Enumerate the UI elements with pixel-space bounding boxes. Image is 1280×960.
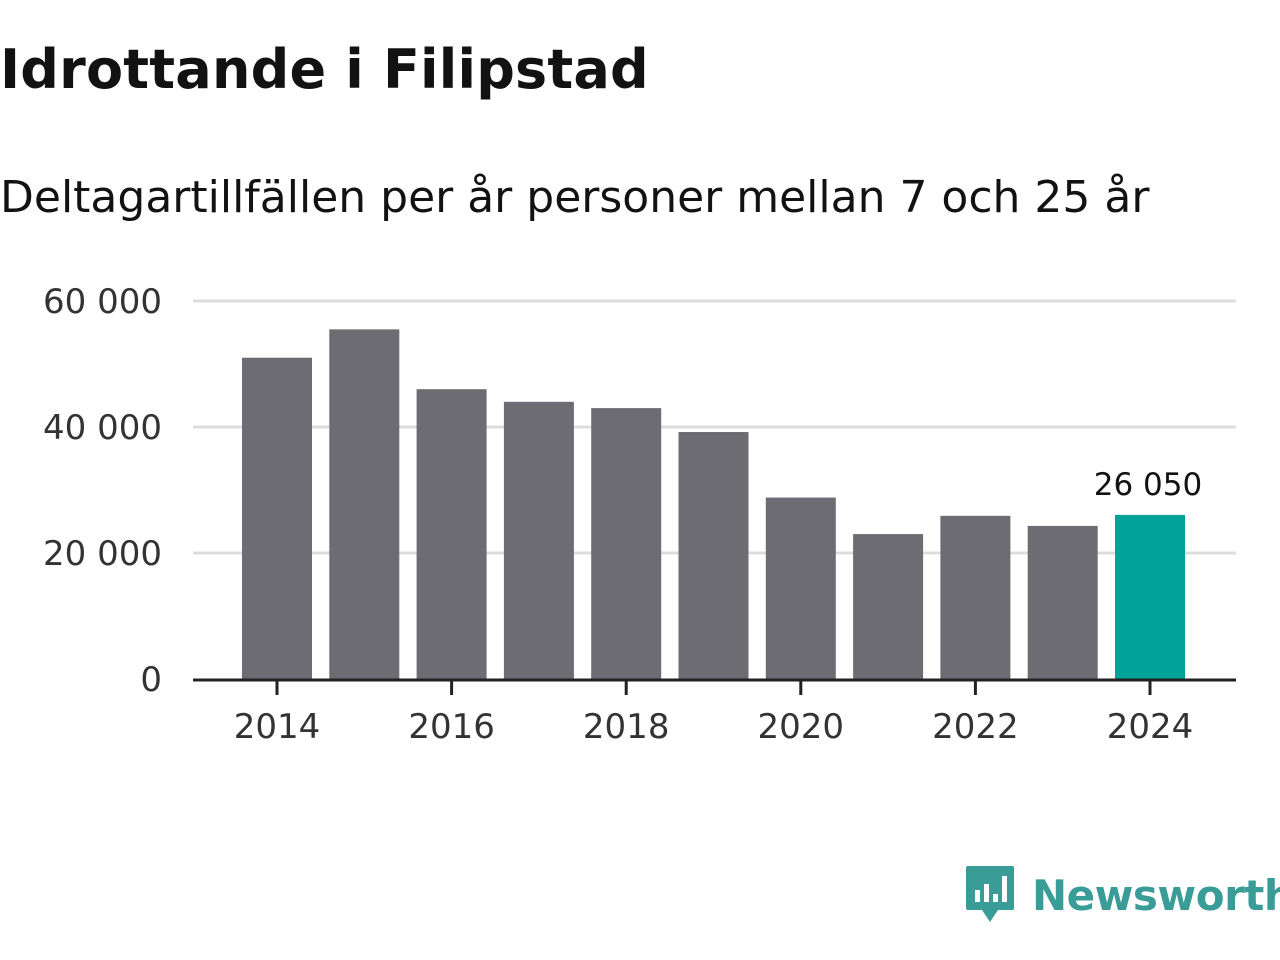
bar-2017 [503,401,574,679]
y-tick-label: 20 000 [43,534,162,574]
x-tick-label: 2024 [1107,707,1194,747]
bar-2018 [591,408,662,679]
chart-subtitle: Deltagartillfällen per år personer mella… [0,172,1150,223]
bar-2020 [765,497,836,679]
y-tick-label: 0 [140,660,162,700]
highlight-data-label: 26 050 [1094,467,1202,503]
x-tick-label: 2018 [583,707,670,747]
x-tick-label: 2014 [234,707,321,747]
bar-2022 [940,515,1011,679]
bar-2021 [853,534,924,679]
bar-2024 [1115,514,1185,679]
chart-title: Idrottande i Filipstad [0,38,649,101]
y-tick-label: 60 000 [43,282,162,322]
x-tick-label: 2016 [408,707,495,747]
newsworthy-logo-icon [966,866,1014,922]
y-tick-label: 40 000 [43,408,162,448]
bar-2016 [416,389,487,679]
bar-2023 [1027,525,1098,679]
bar-2019 [678,432,749,679]
brand-name: Newsworthy [1032,870,1280,920]
x-tick-label: 2020 [758,707,845,747]
x-tick-label: 2022 [932,707,1019,747]
bar-2014 [242,357,312,679]
bar-2015 [329,329,400,679]
brand-logo: Newsworthy [964,864,1280,926]
